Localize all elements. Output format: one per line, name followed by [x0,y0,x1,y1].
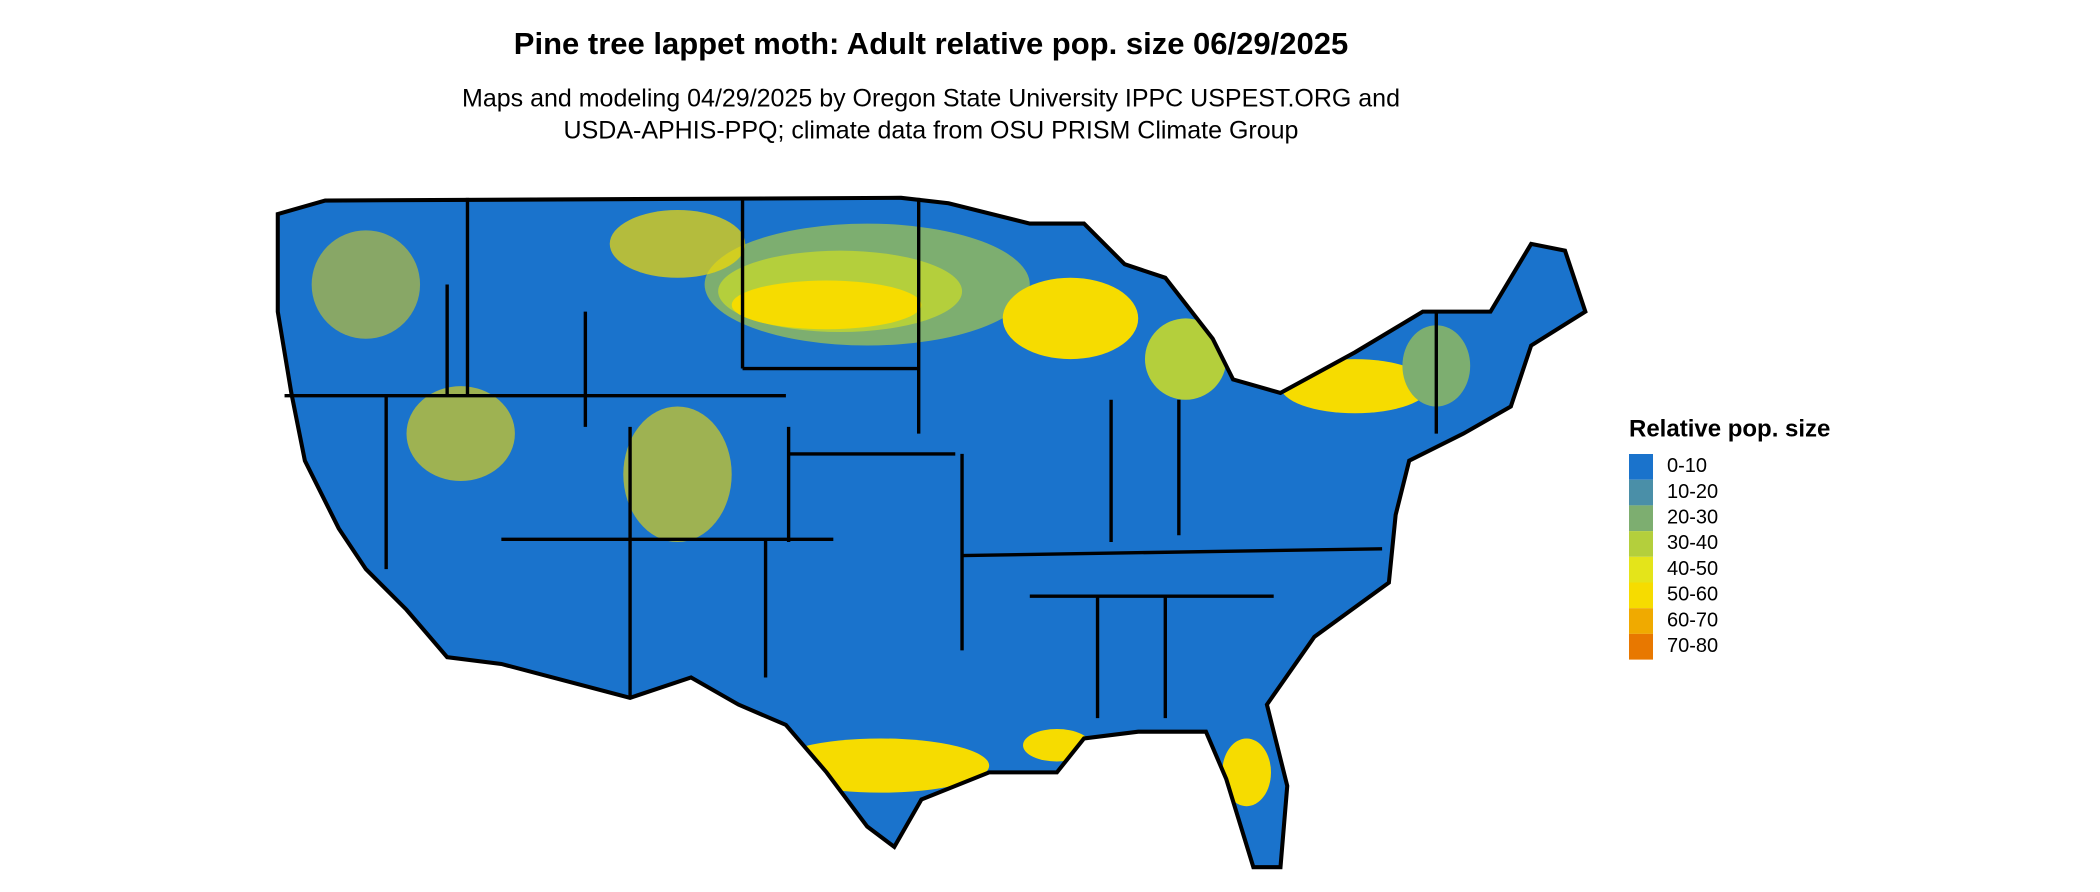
legend-label: 50-60 [1667,584,1718,606]
legend-title: Relative pop. size [1629,415,1830,442]
legend-label: 20-30 [1667,507,1718,529]
legend-label: 30-40 [1667,532,1718,554]
legend-swatch [1629,633,1653,660]
legend-swatch [1629,505,1653,532]
legend-label: 10-20 [1667,481,1718,503]
map-fill [277,197,1586,868]
legend-swatch [1629,608,1653,634]
title: Pine tree lappet moth: Adult relative po… [514,26,1348,61]
legend-label: 60-70 [1667,609,1718,631]
legend-swatch [1629,454,1653,480]
legend-swatch [1629,582,1653,609]
legend-swatch [1629,479,1653,506]
us-map [275,195,1588,870]
subtitle: Maps and modeling 04/29/2025 by Oregon S… [462,85,1400,113]
legend: 0-10 10-20 20-30 30-40 40-50 50-60 60-70 70-80 [1629,454,1718,660]
legend-swatch [1629,531,1653,557]
legend-label: 0-10 [1667,455,1707,477]
legend-label: 70-80 [1667,635,1718,657]
legend-label: 40-50 [1667,558,1718,580]
state-borders [284,197,1438,719]
subtitle: USDA-APHIS-PPQ; climate data from OSU PR… [564,117,1299,145]
legend-swatch [1629,556,1653,583]
